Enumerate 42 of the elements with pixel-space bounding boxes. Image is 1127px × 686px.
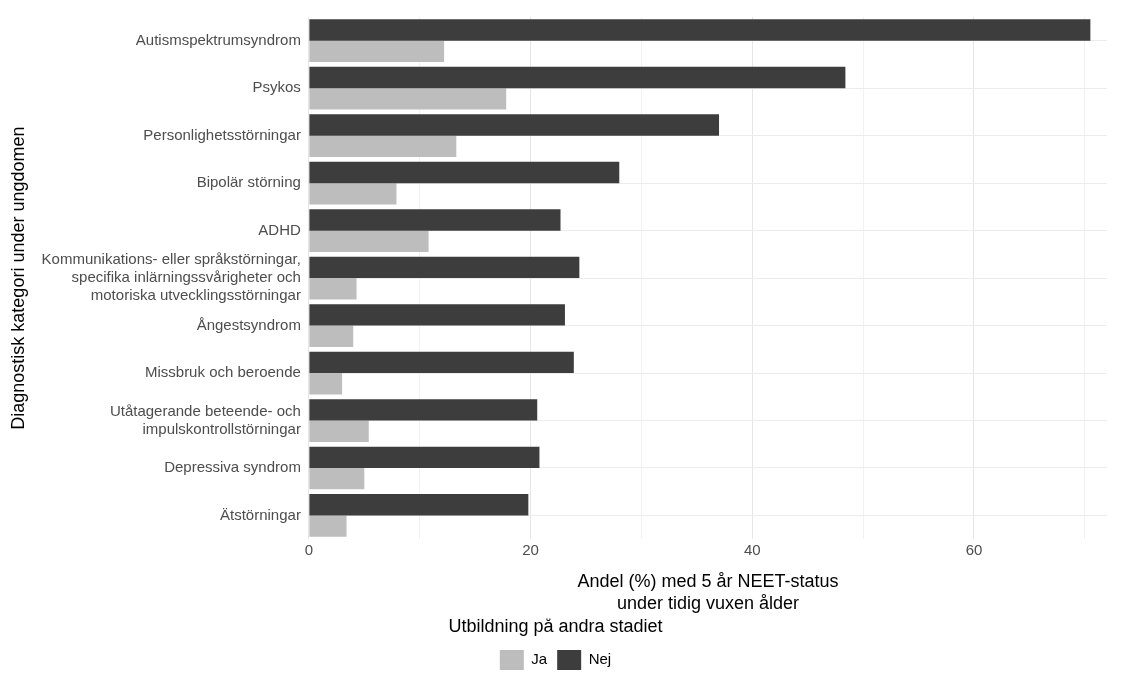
legend-label: Nej bbox=[588, 650, 612, 668]
x-tick-label: 0 bbox=[304, 541, 314, 559]
legend-title: Utbildning på andra stadiet bbox=[448, 616, 663, 637]
y-tick-label: Utåtagerande beteende- och impulskontrollstörningar bbox=[109, 401, 301, 437]
bar bbox=[309, 183, 397, 205]
bar bbox=[309, 88, 507, 110]
x-tick-label: 20 bbox=[522, 541, 539, 559]
y-tick-label: Personlighetsstörningar bbox=[143, 125, 301, 143]
y-tick-label: Psykos bbox=[252, 78, 301, 96]
y-tick-label: Depressiva syndrom bbox=[164, 458, 301, 476]
bar bbox=[309, 446, 540, 468]
y-tick-label: ADHD bbox=[258, 220, 302, 238]
bar bbox=[309, 66, 846, 89]
x-tick-label: 40 bbox=[743, 541, 761, 559]
bar bbox=[309, 114, 720, 136]
bar bbox=[309, 399, 538, 421]
bar bbox=[309, 494, 529, 516]
bar bbox=[309, 230, 429, 252]
legend-label: Ja bbox=[531, 650, 548, 668]
y-tick-label: Missbruk och beroende bbox=[144, 363, 301, 381]
bar bbox=[309, 278, 357, 300]
bar bbox=[309, 209, 561, 231]
x-axis-title: Andel (%) med 5 år NEET-status under tidig vuxen ålder bbox=[577, 570, 839, 613]
bar bbox=[309, 467, 365, 490]
bar bbox=[309, 515, 347, 537]
y-tick-label: Ångestsyndrom bbox=[196, 315, 301, 333]
y-tick-label: Ätstörningar bbox=[220, 505, 301, 523]
bar bbox=[309, 420, 369, 442]
x-tick-label: 60 bbox=[965, 541, 983, 559]
y-tick-label: Kommunikations- eller språkstörningar, specifika inlärningssvårigheter och motoriska utvecklingsstörningar bbox=[41, 250, 301, 304]
y-tick-label: Bipolär störning bbox=[196, 173, 301, 191]
bar bbox=[309, 19, 1091, 41]
bar bbox=[309, 40, 445, 63]
y-tick-label: Autismspektrumsyndrom bbox=[135, 30, 301, 48]
bar bbox=[309, 161, 620, 184]
bar bbox=[309, 351, 574, 374]
bar bbox=[309, 304, 565, 326]
y-axis-title: Diagnostisk kategori under ungdomen bbox=[7, 126, 28, 430]
bar bbox=[309, 325, 354, 347]
bar bbox=[309, 373, 343, 395]
bar bbox=[309, 135, 457, 158]
bar bbox=[309, 256, 580, 279]
